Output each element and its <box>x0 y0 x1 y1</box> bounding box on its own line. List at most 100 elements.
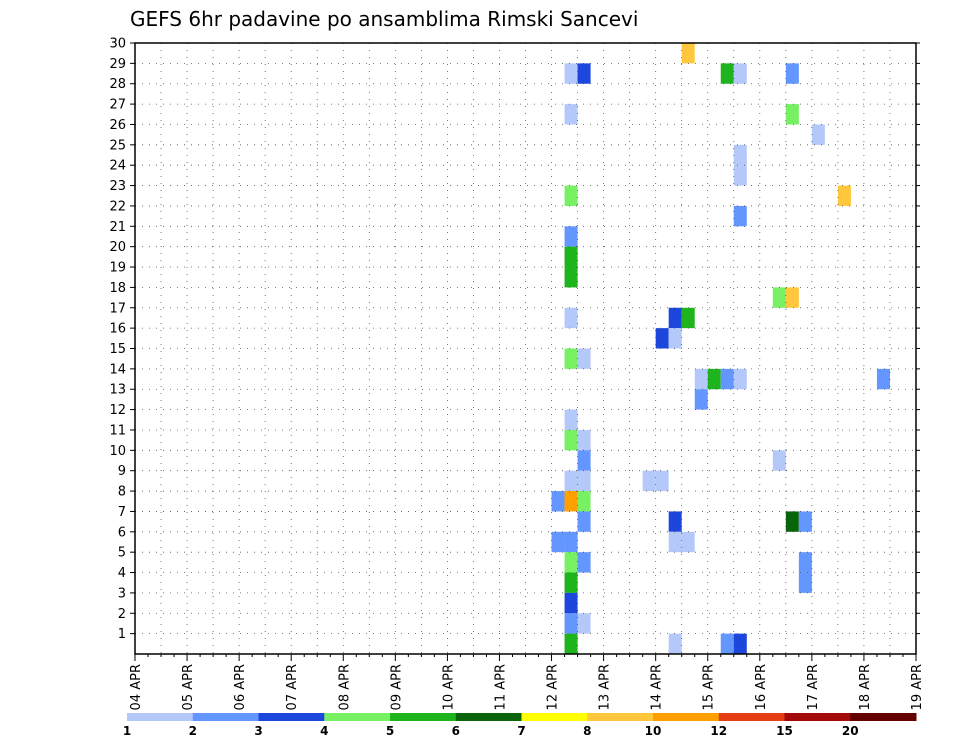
plot-frame <box>134 42 917 655</box>
y-tick-label: 22 <box>109 199 126 214</box>
precip-cell <box>577 613 591 634</box>
x-tick-label: 13 APR <box>598 664 613 710</box>
legend-label: 6 <box>452 724 460 738</box>
y-tick-label: 20 <box>109 240 126 255</box>
y-tick-label: 3 <box>118 586 126 601</box>
y-tick-label: 28 <box>109 77 126 92</box>
y-tick-label: 15 <box>109 342 126 357</box>
legend-swatch <box>784 713 851 721</box>
y-tick-label: 6 <box>118 525 126 540</box>
precip-cell <box>668 307 682 329</box>
x-tick-label: 17 APR <box>806 664 821 710</box>
precip-cell <box>642 470 656 492</box>
y-tick-label: 18 <box>109 281 126 296</box>
precip-cell <box>785 287 799 308</box>
precip-cell <box>564 267 578 288</box>
x-tick-label: 14 APR <box>650 664 665 710</box>
y-tick-label: 21 <box>109 220 126 235</box>
y-tick-label: 26 <box>109 118 126 133</box>
x-tick-label: 18 APR <box>858 664 873 710</box>
precip-cell <box>577 63 591 84</box>
legend-label: 7 <box>517 724 525 738</box>
precip-cell <box>564 429 578 451</box>
x-tick-label: 09 APR <box>389 664 404 710</box>
precip-cell <box>668 511 682 532</box>
x-tick-label: 11 APR <box>493 664 508 710</box>
precip-cell <box>655 470 669 492</box>
precip-cell <box>681 43 695 64</box>
y-tick-label: 17 <box>109 301 126 316</box>
legend-swatch <box>718 713 785 721</box>
precip-cell <box>785 104 799 125</box>
y-tick-label: 9 <box>118 464 126 479</box>
precip-cell <box>564 491 578 512</box>
x-tick-label: 07 APR <box>285 664 300 710</box>
precip-cell <box>577 450 591 471</box>
precip-cell <box>668 633 682 654</box>
y-tick-label: 1 <box>118 627 126 642</box>
legend-label: 2 <box>189 724 197 738</box>
legend-swatch <box>521 713 588 721</box>
precip-cell <box>564 552 578 573</box>
legend-swatch <box>653 713 720 721</box>
precip-cell <box>564 531 578 553</box>
precip-cell <box>577 511 591 532</box>
x-tick-label: 05 APR <box>181 664 196 710</box>
y-tick-label: 12 <box>109 403 126 418</box>
precip-cell <box>564 226 578 247</box>
x-tick-label: 04 APR <box>129 664 144 710</box>
x-tick-label: 19 APR <box>910 664 925 710</box>
y-tick-label: 25 <box>109 138 126 153</box>
y-tick-label: 10 <box>109 444 126 459</box>
legend-label: 8 <box>583 724 591 738</box>
legend-swatch <box>390 713 457 721</box>
x-tick-label: 06 APR <box>233 664 248 710</box>
precip-cell <box>733 165 747 186</box>
precip-cell <box>811 124 825 145</box>
y-tick-label: 19 <box>109 261 126 276</box>
precip-cell <box>577 552 591 573</box>
precip-cell <box>733 144 747 166</box>
precip-cell <box>733 633 747 654</box>
precip-cell <box>876 368 890 390</box>
y-tick-label: 23 <box>109 179 126 194</box>
cells-layer <box>551 43 890 654</box>
y-tick-label: 5 <box>118 546 126 561</box>
precip-cell <box>733 368 747 390</box>
x-tick-label: 08 APR <box>337 664 352 710</box>
precip-cell <box>785 511 799 532</box>
precip-cell <box>798 572 812 593</box>
precip-cell <box>564 613 578 634</box>
precip-cell <box>577 348 591 369</box>
precip-cell <box>564 246 578 268</box>
precip-cell <box>785 63 799 84</box>
legend: 1 2 3 4 5 6 7 8 10 12 15 20 <box>123 713 917 738</box>
precip-cell <box>772 287 786 308</box>
legend-swatch <box>455 713 522 721</box>
legend-swatch <box>587 713 654 721</box>
y-tick-label: 29 <box>109 57 126 72</box>
y-tick-label: 2 <box>118 607 126 622</box>
legend-label: 10 <box>645 724 662 738</box>
y-tick-label: 24 <box>109 159 126 174</box>
precip-cell <box>564 104 578 125</box>
precip-cell <box>564 307 578 329</box>
precip-cell <box>798 511 812 532</box>
precip-cell <box>720 633 734 654</box>
precip-cell <box>564 409 578 430</box>
y-tick-label: 8 <box>118 485 126 500</box>
precip-cell <box>668 328 682 349</box>
precip-cell <box>564 185 578 206</box>
legend-swatch <box>850 713 917 721</box>
y-axis: 1234567891011121314151617181920212223242… <box>109 37 920 642</box>
legend-label: 5 <box>386 724 394 738</box>
precip-cell <box>564 470 578 492</box>
precip-cell <box>720 368 734 390</box>
precip-cell <box>707 368 721 390</box>
precip-cell <box>551 491 565 512</box>
precip-cell <box>772 450 786 471</box>
precip-cell <box>564 572 578 593</box>
precip-cell <box>720 63 734 84</box>
legend-swatch <box>258 713 325 721</box>
precip-cell <box>564 633 578 654</box>
